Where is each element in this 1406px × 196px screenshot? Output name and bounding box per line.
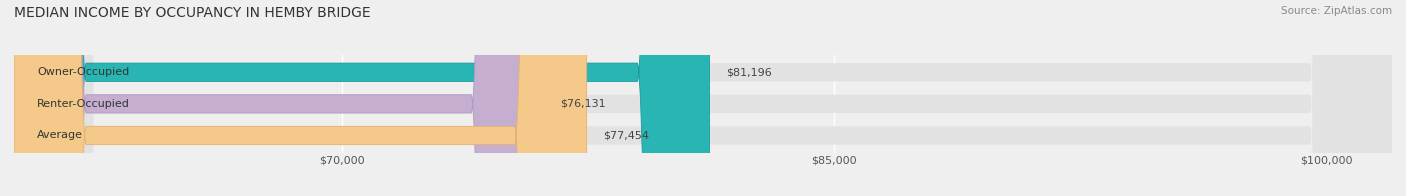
Text: $77,454: $77,454 [603, 131, 650, 141]
FancyBboxPatch shape [14, 0, 710, 196]
FancyBboxPatch shape [14, 0, 543, 196]
Text: MEDIAN INCOME BY OCCUPANCY IN HEMBY BRIDGE: MEDIAN INCOME BY OCCUPANCY IN HEMBY BRID… [14, 6, 371, 20]
Text: $76,131: $76,131 [560, 99, 606, 109]
FancyBboxPatch shape [14, 0, 1392, 196]
Text: $81,196: $81,196 [725, 67, 772, 77]
Text: Source: ZipAtlas.com: Source: ZipAtlas.com [1281, 6, 1392, 16]
FancyBboxPatch shape [14, 0, 1392, 196]
Text: Renter-Occupied: Renter-Occupied [37, 99, 129, 109]
Text: Owner-Occupied: Owner-Occupied [37, 67, 129, 77]
Text: Average: Average [37, 131, 83, 141]
FancyBboxPatch shape [14, 0, 586, 196]
FancyBboxPatch shape [14, 0, 1392, 196]
